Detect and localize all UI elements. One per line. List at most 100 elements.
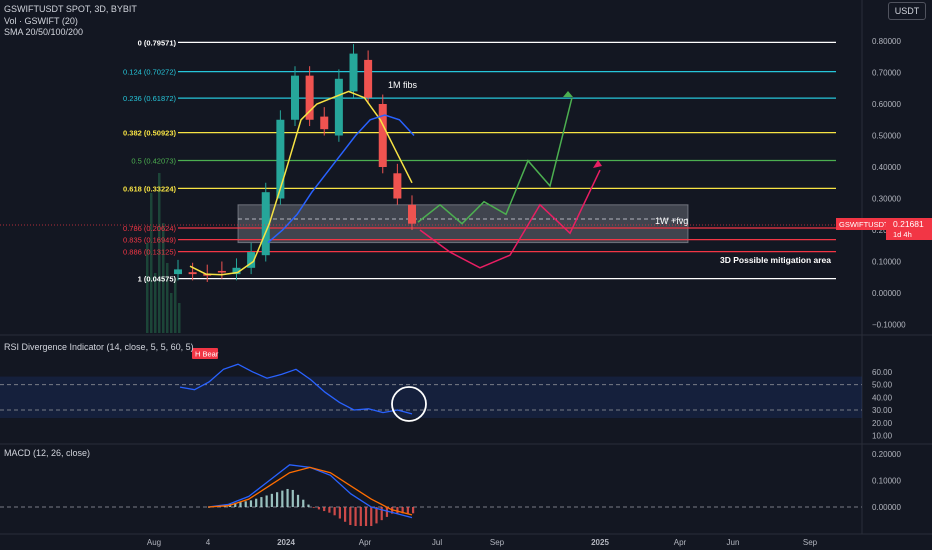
time-tick-label: Aug xyxy=(147,538,161,547)
rsi-tick-label: 10.00 xyxy=(872,432,893,441)
candle-body xyxy=(393,173,402,199)
rsi-tick-label: 40.00 xyxy=(872,393,893,402)
fib-level-label: 0.786 (0.20624) xyxy=(123,224,176,233)
macd-histogram-bar xyxy=(234,502,237,507)
macd-histogram-bar xyxy=(323,507,326,512)
price-tick-label: 0.70000 xyxy=(872,69,901,78)
candle-body xyxy=(408,204,416,224)
candle-body xyxy=(320,116,329,130)
price-tick-label: 0.40000 xyxy=(872,163,901,172)
fib-level-label: 1 (0.04575) xyxy=(138,275,177,284)
macd-histogram-bar xyxy=(255,498,258,507)
candle-body xyxy=(232,267,241,275)
volume-bar xyxy=(158,173,161,333)
fib-level-label: 0.236 (0.61872) xyxy=(123,94,176,103)
time-tick-label: 2024 xyxy=(277,538,295,547)
rsi-line xyxy=(179,363,413,415)
macd-histogram-bar xyxy=(333,507,336,516)
candle-body xyxy=(261,192,270,256)
sma-legend: SMA 20/50/100/200 xyxy=(4,27,84,37)
macd-histogram-bar xyxy=(380,507,383,521)
time-tick-label: 2025 xyxy=(591,538,609,547)
macd-histogram-bar xyxy=(286,488,289,507)
fib-level-label: 0.124 (0.70272) xyxy=(123,68,176,77)
currency-button[interactable]: USDT xyxy=(888,2,926,20)
h-bear-badge xyxy=(192,348,218,359)
rsi-band xyxy=(0,376,862,419)
macd-histogram-bar xyxy=(291,489,294,507)
volume-bar xyxy=(166,263,169,333)
macd-histogram-bar xyxy=(364,507,368,527)
macd-histogram-bar xyxy=(296,494,300,507)
volume-bar xyxy=(154,273,157,333)
fib-level-label: 0.886 (0.13125) xyxy=(123,248,176,257)
macd-tick-label: 0.20000 xyxy=(872,450,901,459)
candle-body xyxy=(378,104,387,167)
candle-body xyxy=(349,53,358,92)
candle-body xyxy=(188,272,197,275)
sma-yellow-line xyxy=(189,90,413,276)
candle-body xyxy=(174,269,182,275)
fib-annotation-label: 1M fibs xyxy=(388,80,418,90)
macd-histogram-bar xyxy=(265,495,268,507)
volume-bar xyxy=(162,223,165,333)
price-tick-label: 0.30000 xyxy=(872,195,901,204)
macd-histogram-bar xyxy=(307,504,310,507)
symbol-badge xyxy=(836,218,886,230)
sma-blue-line xyxy=(267,114,415,244)
macd-histogram-bar xyxy=(344,507,347,522)
macd-histogram-bar xyxy=(239,502,242,507)
h-bear-label: H Bear xyxy=(195,350,219,359)
macd-line xyxy=(207,464,413,519)
volume-bar xyxy=(146,243,149,333)
candle-body xyxy=(217,270,226,273)
price-tick-label: 0.50000 xyxy=(872,132,901,141)
time-tick-label: Jul xyxy=(432,538,442,547)
macd-histogram-bar xyxy=(396,507,399,514)
macd-histogram-bar xyxy=(406,507,409,514)
macd-histogram-bar xyxy=(370,507,373,527)
time-tick-label: Jun xyxy=(727,538,740,547)
red-scenario-path xyxy=(419,169,601,269)
last-price-value: 0.21681 xyxy=(893,219,924,229)
rsi-pane-title: RSI Divergence Indicator (14, close, 5, … xyxy=(4,342,194,352)
fib-level-label: 0.835 (0.16949) xyxy=(123,236,176,245)
green-scenario-path xyxy=(417,97,573,225)
macd-histogram-bar xyxy=(302,499,305,507)
macd-histogram-bar xyxy=(270,493,273,507)
candle-body xyxy=(291,75,299,120)
macd-histogram-bar xyxy=(281,490,284,507)
fib-level-label: 0.618 (0.33224) xyxy=(123,184,176,193)
price-tick-label: 0.10000 xyxy=(872,258,901,267)
macd-histogram-bar xyxy=(412,507,415,514)
symbol-title: GSWIFTUSDT SPOT, 3D, BYBIT xyxy=(4,4,137,14)
volume-bar xyxy=(178,303,181,333)
fvg-zone-label: 1W +fvg xyxy=(655,216,688,226)
signal-line xyxy=(207,466,413,516)
macd-histogram-bar xyxy=(375,507,378,524)
candle-body xyxy=(334,78,343,136)
mitigation-label: 3D Possible mitigation area xyxy=(720,255,831,265)
rsi-tick-label: 30.00 xyxy=(872,406,893,415)
fib-level-label: 0 (0.79571) xyxy=(138,38,177,47)
red-arrowhead xyxy=(593,160,602,168)
macd-histogram-bar xyxy=(359,507,362,527)
time-tick-label: Apr xyxy=(359,538,372,547)
rsi-tick-label: 60.00 xyxy=(872,368,893,377)
candle-body xyxy=(364,59,373,98)
price-tick-label: 0.80000 xyxy=(872,37,901,46)
price-tick-label: −0.10000 xyxy=(872,321,906,330)
volume-bar xyxy=(170,293,173,333)
macd-histogram-bar xyxy=(249,500,253,507)
green-arrowhead xyxy=(563,91,573,97)
macd-histogram-bar xyxy=(312,507,315,508)
time-tick-label: Sep xyxy=(803,538,818,547)
macd-histogram-bar xyxy=(354,507,357,527)
fib-level-label: 0.5 (0.42073) xyxy=(131,156,176,165)
macd-histogram-bar xyxy=(276,492,279,507)
macd-histogram-bar xyxy=(317,507,321,510)
price-tick-label: 0.60000 xyxy=(872,100,901,109)
symbol-badge-label: GSWIFTUSDT xyxy=(839,220,889,229)
price-tick-label: 0.00000 xyxy=(872,289,901,298)
